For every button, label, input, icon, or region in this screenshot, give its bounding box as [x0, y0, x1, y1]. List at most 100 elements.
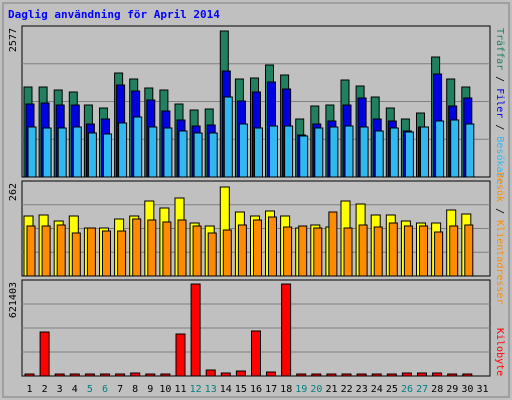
bar-top-bes-kare-day-13: [208, 132, 218, 178]
bar-middle-bes-k-day-20: [313, 227, 323, 277]
x-axis-tick-labels: 1 2 3 4 5 6 7 8 9 10 11 12 13 14 15 16 17 18 19 20 21 22 23 24 2…: [26, 384, 488, 395]
legend-label-top-part-0: Träffar: [494, 28, 505, 70]
bar-top-bes-kare-day-20: [314, 127, 324, 178]
bar-bottom-kilobyte-day-16: [251, 330, 261, 377]
bar-bottom-kilobyte-day-8: [130, 372, 141, 377]
bar-middle-bes-k-day-22: [343, 227, 353, 277]
bar-top-bes-kare-day-5: [87, 132, 97, 178]
bar-top-bes-kare-day-10: [163, 127, 173, 178]
bar-bottom-kilobyte-day-1: [24, 373, 35, 377]
bar-top-bes-kare-day-24: [374, 130, 384, 178]
x-tick-label-day-3: 3: [57, 384, 63, 395]
panel-middle-ymax-label: 262: [8, 183, 19, 201]
bar-middle-bes-k-day-3: [56, 224, 66, 277]
legend-label-top-part-1: /: [494, 70, 505, 88]
x-tick-label-day-14: 14: [220, 384, 232, 395]
bar-bottom-kilobyte-day-26: [401, 372, 412, 377]
bar-bottom-kilobyte-day-7: [115, 373, 126, 377]
x-tick-label-day-31: 31: [476, 384, 488, 395]
bar-top-bes-kare-day-8: [133, 116, 143, 178]
bar-middle-bes-k-day-26: [403, 225, 413, 277]
bar-bottom-kilobyte-day-4: [69, 373, 80, 377]
bar-bottom-kilobyte-day-27: [417, 372, 427, 377]
bar-middle-bes-k-day-10: [162, 221, 172, 277]
x-tick-label-day-22: 22: [341, 384, 353, 395]
bar-top-bes-kare-day-17: [269, 125, 278, 178]
bar-bottom-kilobyte-day-6: [100, 373, 110, 377]
bar-top-bes-kare-day-18: [284, 125, 294, 178]
x-tick-label-day-30: 30: [461, 384, 473, 395]
bar-middle-bes-k-day-2: [41, 225, 51, 277]
bar-middle-bes-k-day-6: [102, 230, 111, 277]
bar-bottom-kilobyte-day-17: [266, 371, 276, 377]
bar-middle-bes-k-day-11: [177, 219, 187, 277]
x-tick-label-day-26: 26: [401, 384, 413, 395]
bar-top-bes-kare-day-27: [420, 126, 429, 178]
panel-top: 2577: [8, 25, 491, 178]
x-tick-label-day-23: 23: [356, 384, 368, 395]
legend-label-top-part-2: Filer: [494, 88, 505, 118]
x-tick-label-day-19: 19: [295, 384, 307, 395]
bar-bottom-kilobyte-day-11: [175, 333, 186, 377]
bar-bottom-kilobyte-day-3: [54, 373, 65, 377]
bar-middle-bes-k-day-24: [373, 226, 383, 277]
legend-label-middle-part-1: /: [494, 202, 505, 220]
bar-middle-bes-k-day-9: [147, 219, 157, 277]
panel-bottom-ymax-label: 621403: [8, 282, 19, 318]
bar-bottom-kilobyte-day-20: [311, 373, 322, 377]
x-tick-label-day-20: 20: [310, 384, 322, 395]
bar-middle-bes-k-day-25: [388, 222, 398, 277]
bar-middle-bes-k-day-5: [86, 227, 96, 277]
bar-bottom-kilobyte-day-30: [462, 373, 473, 377]
bar-top-bes-kare-day-4: [72, 126, 82, 178]
bar-bottom-kilobyte-day-14: [220, 372, 231, 377]
bar-bottom-kilobyte-day-29: [447, 373, 458, 377]
bar-top-bes-kare-day-11: [178, 130, 188, 178]
bar-middle-bes-k-day-29: [449, 225, 459, 277]
x-tick-label-day-6: 6: [102, 384, 108, 395]
bar-top-bes-kare-day-26: [404, 131, 414, 178]
bar-top-bes-kare-day-3: [57, 127, 67, 178]
legend-label-bottom: Kilobyte: [494, 328, 505, 376]
bar-bottom-kilobyte-day-22: [341, 373, 352, 377]
bar-top-bes-kare-day-16: [254, 127, 263, 178]
bar-middle-bes-k-day-8: [132, 218, 142, 277]
chart-title: Daglig användning för April 2014: [8, 8, 220, 21]
x-tick-label-day-7: 7: [117, 384, 123, 395]
x-tick-label-day-4: 4: [72, 384, 78, 395]
legend-label-middle-part-2: Klientadresser: [494, 220, 505, 304]
bar-middle-bes-k-day-27: [419, 225, 428, 277]
bar-top-bes-kare-day-14: [223, 96, 233, 178]
bar-middle-bes-k-day-14: [222, 229, 232, 277]
x-tick-label-day-25: 25: [386, 384, 398, 395]
bar-top-bes-kare-day-6: [103, 133, 112, 178]
x-tick-label-day-1: 1: [26, 384, 32, 395]
bar-top-bes-kare-day-19: [299, 135, 309, 178]
bar-top-bes-kare-day-22: [344, 125, 354, 178]
bar-top-bes-kare-day-9: [148, 126, 158, 178]
bar-middle-bes-k-day-18: [283, 226, 293, 277]
legend-label-top: Träffar / Filer / Besökare: [494, 28, 505, 185]
bar-middle-bes-k-day-12: [192, 225, 202, 277]
bar-bottom-kilobyte-day-13: [205, 369, 216, 377]
bar-middle-bes-k-day-28: [434, 231, 444, 277]
bar-bottom-kilobyte-day-2: [39, 331, 50, 377]
x-tick-label-day-10: 10: [159, 384, 171, 395]
bar-middle-bes-k-day-16: [253, 219, 262, 277]
legend-label-middle: Besök / Klientadresser: [494, 172, 505, 304]
panel-bottom: 621403: [8, 279, 491, 377]
legend-label-top-part-4: Besökare: [494, 136, 505, 184]
bar-middle-bes-k-day-17: [268, 216, 277, 277]
x-tick-label-day-8: 8: [132, 384, 138, 395]
x-tick-label-day-11: 11: [174, 384, 186, 395]
bar-top-bes-kare-day-29: [450, 119, 460, 178]
bar-middle-bes-k-day-15: [237, 224, 247, 277]
bar-bottom-kilobyte-day-18: [281, 283, 292, 377]
legend-label-middle-part-0: Besök: [494, 172, 505, 202]
bar-top-bes-kare-day-21: [329, 126, 339, 178]
legend-label-top-part-3: /: [494, 118, 505, 136]
x-tick-label-day-24: 24: [371, 384, 383, 395]
bar-middle-bes-k-day-1: [26, 225, 36, 277]
